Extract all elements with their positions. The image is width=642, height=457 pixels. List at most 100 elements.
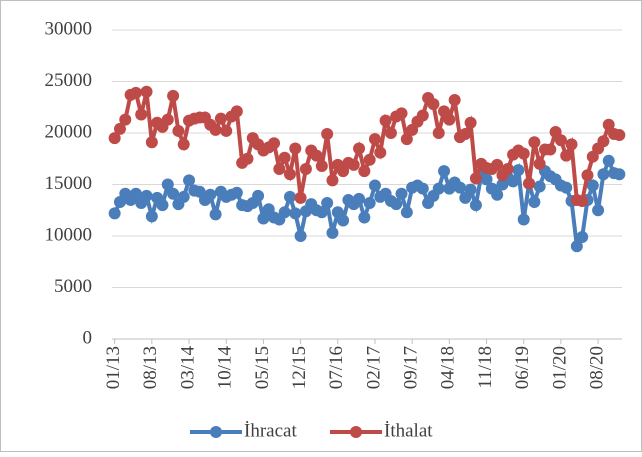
- marker: [220, 124, 233, 137]
- marker: [183, 174, 196, 187]
- marker: [400, 133, 413, 146]
- marker: [501, 163, 514, 176]
- marker: [438, 165, 451, 178]
- marker: [214, 112, 227, 125]
- marker: [161, 178, 174, 191]
- marker: [374, 146, 387, 159]
- marker: [432, 182, 445, 195]
- marker: [289, 207, 302, 220]
- marker: [321, 128, 334, 141]
- marker: [299, 163, 312, 176]
- marker: [353, 142, 366, 155]
- marker: [533, 180, 546, 193]
- legend-label: İthalat: [384, 420, 433, 441]
- y-tick-label: 5000: [54, 276, 92, 297]
- marker: [602, 154, 615, 167]
- marker: [209, 123, 222, 136]
- marker: [167, 187, 180, 200]
- marker: [581, 169, 594, 182]
- x-tick-label: 10/14: [215, 346, 236, 390]
- marker: [294, 191, 307, 204]
- y-tick-label: 15000: [45, 173, 93, 194]
- marker: [523, 177, 536, 190]
- marker: [358, 165, 371, 178]
- marker: [177, 190, 190, 203]
- legend-label: İhracat: [244, 420, 297, 441]
- marker: [517, 147, 530, 160]
- marker: [533, 157, 546, 170]
- marker: [469, 199, 482, 212]
- marker: [283, 190, 296, 203]
- marker: [273, 163, 286, 176]
- marker: [517, 213, 530, 226]
- marker: [167, 89, 180, 102]
- marker: [384, 127, 397, 139]
- marker: [257, 212, 270, 225]
- marker: [204, 188, 217, 201]
- marker: [586, 179, 599, 192]
- marker: [576, 194, 589, 207]
- marker: [507, 175, 520, 188]
- marker: [156, 199, 169, 212]
- marker: [145, 210, 158, 223]
- marker: [363, 197, 376, 210]
- y-tick-label: 10000: [45, 224, 93, 245]
- marker: [480, 173, 493, 186]
- marker: [140, 85, 153, 98]
- marker: [268, 137, 281, 150]
- marker: [326, 226, 339, 239]
- marker: [528, 196, 541, 209]
- marker: [416, 109, 429, 122]
- marker: [565, 138, 578, 151]
- marker: [491, 188, 504, 201]
- x-tick-label: 12/15: [289, 346, 310, 389]
- x-tick-label: 02/17: [363, 346, 384, 389]
- marker: [230, 105, 243, 118]
- marker: [512, 164, 525, 177]
- marker: [278, 206, 291, 219]
- marker: [140, 189, 153, 202]
- marker: [597, 168, 610, 181]
- marker: [119, 113, 132, 126]
- marker: [464, 183, 477, 196]
- marker: [453, 181, 466, 194]
- marker: [597, 135, 610, 148]
- marker: [129, 86, 142, 99]
- x-tick-label: 08/20: [586, 346, 607, 389]
- marker: [315, 159, 328, 172]
- marker: [395, 187, 408, 200]
- marker: [321, 197, 334, 210]
- marker: [252, 189, 265, 202]
- y-tick-label: 25000: [45, 70, 93, 91]
- marker: [491, 158, 504, 171]
- y-tick-label: 20000: [45, 121, 93, 142]
- marker: [464, 116, 477, 129]
- marker: [368, 179, 381, 192]
- marker: [177, 138, 190, 151]
- marker: [554, 134, 567, 147]
- marker: [443, 113, 456, 126]
- marker: [172, 124, 185, 137]
- marker: [379, 114, 392, 127]
- marker: [108, 132, 121, 145]
- marker: [161, 113, 174, 126]
- marker: [427, 98, 440, 111]
- marker: [108, 207, 121, 220]
- x-tick-label: 06/19: [512, 346, 533, 389]
- x-tick-label: 05/15: [252, 346, 273, 389]
- marker: [241, 152, 254, 165]
- marker: [283, 168, 296, 181]
- marker: [368, 133, 381, 146]
- marker: [528, 136, 541, 149]
- marker: [209, 208, 222, 221]
- marker: [278, 151, 291, 164]
- legend-marker: [350, 426, 362, 438]
- x-tick-label: 08/13: [140, 346, 161, 389]
- marker: [613, 168, 626, 181]
- marker: [294, 230, 307, 242]
- marker: [400, 206, 413, 219]
- marker: [459, 128, 472, 141]
- marker: [337, 214, 350, 227]
